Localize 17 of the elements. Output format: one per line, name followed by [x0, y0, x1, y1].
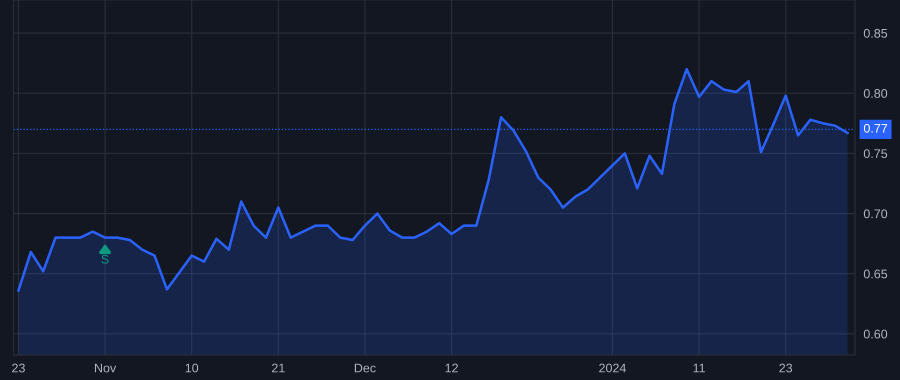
y-tick-label: 0.70	[864, 209, 888, 218]
x-tick-label: 21	[272, 364, 285, 372]
x-tick-label: Dec	[354, 364, 376, 372]
y-tick-label: 0.75	[864, 149, 888, 158]
x-tick-label: 2024	[599, 364, 626, 372]
x-tick-label: 23	[779, 364, 792, 372]
x-tick-label: 12	[446, 364, 458, 372]
ref-line-label: 0.77	[864, 124, 888, 133]
x-tick-label: Nov	[94, 364, 116, 372]
y-tick-label: 0.80	[864, 89, 888, 98]
y-tick-label: 0.85	[864, 28, 888, 38]
x-tick-label: 23	[12, 364, 25, 372]
y-tick-label: 0.60	[864, 330, 888, 339]
x-tick-label: 11	[694, 364, 705, 372]
annotation: S	[101, 254, 109, 264]
y-tick-label: 0.65	[864, 270, 888, 278]
x-tick-label: 10	[186, 364, 198, 372]
